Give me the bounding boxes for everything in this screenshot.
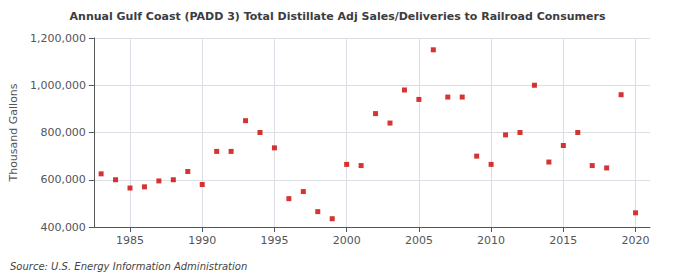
svg-text:2015: 2015 (549, 234, 577, 247)
svg-text:2010: 2010 (477, 234, 505, 247)
svg-text:Source: U.S. Energy Informatio: Source: U.S. Energy Information Administ… (10, 261, 247, 272)
svg-text:1,000,000: 1,000,000 (30, 79, 86, 92)
svg-text:2005: 2005 (405, 234, 433, 247)
svg-text:1990: 1990 (188, 234, 216, 247)
svg-text:1985: 1985 (116, 234, 144, 247)
svg-text:600,000: 600,000 (40, 173, 86, 186)
svg-text:2000: 2000 (333, 234, 361, 247)
svg-text:Thousand Gallons: Thousand Gallons (7, 83, 20, 182)
svg-text:1995: 1995 (260, 234, 288, 247)
svg-text:800,000: 800,000 (40, 126, 86, 139)
svg-text:400,000: 400,000 (40, 221, 86, 234)
svg-text:1,200,000: 1,200,000 (30, 32, 86, 45)
svg-text:2020: 2020 (622, 234, 650, 247)
svg-text:Annual Gulf Coast (PADD 3) Tot: Annual Gulf Coast (PADD 3) Total Distill… (70, 10, 606, 23)
